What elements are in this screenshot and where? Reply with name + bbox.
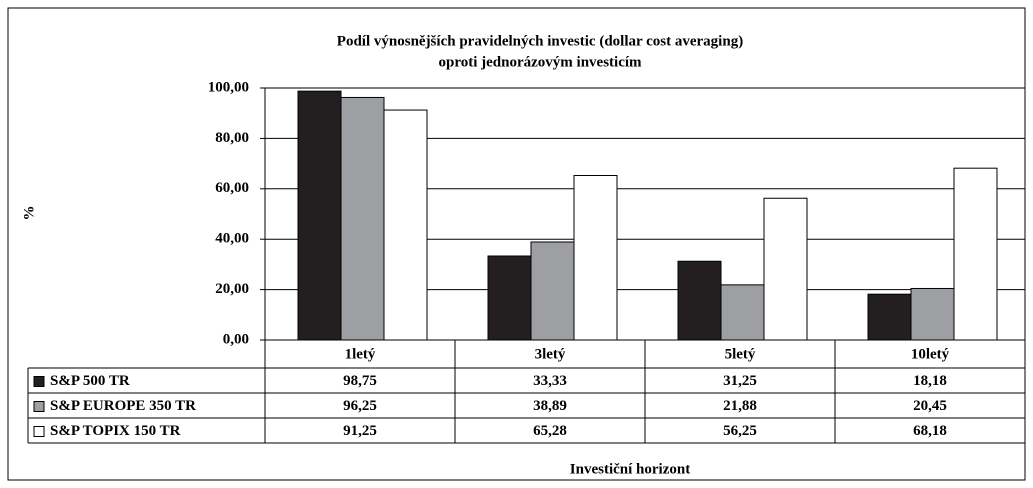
chart-border <box>7 7 1026 481</box>
data-label: 38,89 <box>533 398 567 414</box>
data-label: 96,25 <box>343 398 377 414</box>
bar <box>677 260 722 341</box>
bar <box>720 284 765 341</box>
bar <box>867 293 912 341</box>
y-tick-label: 80,00 <box>215 130 249 146</box>
x-tick-label: 10letý <box>911 346 950 362</box>
chart-title: oproti jednorázovým investicím <box>438 54 642 70</box>
bar <box>530 241 575 341</box>
y-tick-label: 40,00 <box>215 231 249 247</box>
bar <box>910 287 955 341</box>
bar <box>383 109 428 341</box>
data-label: 68,18 <box>913 423 947 439</box>
legend-swatch <box>33 426 45 437</box>
bar <box>487 255 532 341</box>
data-label: 20,45 <box>913 398 947 414</box>
data-label: 21,88 <box>723 398 757 414</box>
data-label: 31,25 <box>723 373 757 389</box>
y-tick-label: 60,00 <box>215 180 249 196</box>
legend-swatch <box>33 401 45 412</box>
legend-swatch <box>33 376 45 387</box>
bar <box>340 96 385 341</box>
bar <box>763 197 808 341</box>
legend-label: S&P TOPIX 150 TR <box>50 423 181 439</box>
y-axis-label: % <box>21 206 37 221</box>
legend-label: S&P 500 TR <box>50 373 130 389</box>
y-tick-label: 20,00 <box>215 281 249 297</box>
y-tick-label: 100,00 <box>208 79 249 95</box>
x-axis-label: Investiční horizont <box>570 461 690 477</box>
data-label: 18,18 <box>913 373 947 389</box>
data-label: 98,75 <box>343 373 377 389</box>
bar <box>953 167 998 341</box>
data-label: 56,25 <box>723 423 757 439</box>
y-tick-label: 0,00 <box>223 331 249 347</box>
data-label: 65,28 <box>533 423 567 439</box>
x-tick-label: 1letý <box>345 346 376 362</box>
legend-label: S&P EUROPE 350 TR <box>50 398 196 414</box>
data-label: 33,33 <box>533 373 567 389</box>
x-tick-label: 3letý <box>535 346 566 362</box>
data-label: 91,25 <box>343 423 377 439</box>
bar <box>573 174 618 341</box>
chart-title: Podíl výnosnějších pravidelných investic… <box>337 33 743 49</box>
x-tick-label: 5letý <box>725 346 756 362</box>
bar <box>297 90 342 341</box>
